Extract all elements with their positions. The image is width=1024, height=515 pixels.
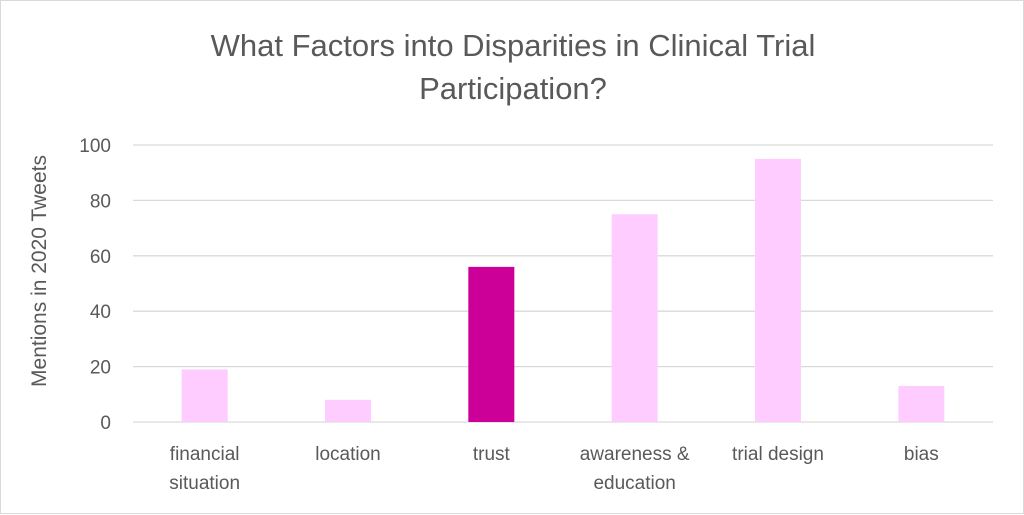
y-tick-label: 80 bbox=[90, 191, 111, 212]
y-tick-label: 100 bbox=[79, 136, 111, 157]
bar bbox=[755, 158, 801, 422]
x-category-label: bias bbox=[904, 444, 939, 465]
x-category-label: trial design bbox=[732, 444, 824, 465]
y-tick-label: 60 bbox=[90, 247, 111, 268]
bar bbox=[181, 369, 228, 422]
chart-title-line: What Factors into Disparities in Clinica… bbox=[211, 28, 816, 63]
x-category-label: financial bbox=[170, 444, 240, 465]
x-category-label: education bbox=[593, 473, 675, 494]
bar bbox=[611, 214, 658, 422]
x-category-label: trust bbox=[473, 444, 511, 465]
y-axis-label: Mentions in 2020 Tweets bbox=[28, 155, 51, 387]
y-tick-label: 40 bbox=[90, 302, 111, 323]
y-tick-label: 20 bbox=[90, 358, 111, 379]
x-category-label: situation bbox=[169, 473, 240, 494]
bar bbox=[898, 385, 945, 422]
y-tick-label: 0 bbox=[100, 413, 111, 434]
bar bbox=[468, 266, 515, 422]
x-category-label: location bbox=[315, 444, 381, 465]
bar bbox=[325, 399, 371, 422]
chart-title-line: Participation? bbox=[419, 71, 607, 106]
x-category-label: awareness & bbox=[580, 444, 690, 465]
